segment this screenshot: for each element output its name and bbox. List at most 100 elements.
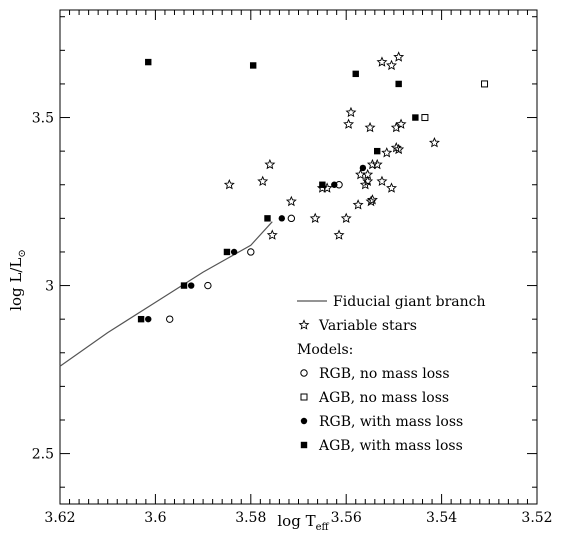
x-tick-label: 3.56 — [331, 510, 362, 526]
data-point-filled-circle — [331, 181, 338, 188]
data-point-star — [285, 195, 297, 207]
data-point-open-square — [421, 114, 429, 122]
data-point-filled-square — [145, 58, 152, 66]
legend-item: Models: — [297, 342, 353, 358]
data-point-star — [355, 168, 366, 180]
legend-label: Fiducial giant branch — [333, 294, 486, 310]
data-point-star — [309, 212, 321, 224]
legend-label: Models: — [297, 342, 353, 358]
series-filled-square — [137, 58, 419, 323]
data-point-filled-circle — [187, 282, 195, 289]
data-point-filled-square — [374, 147, 381, 155]
y-tick-label: 3.5 — [32, 111, 54, 127]
legend-item: AGB, no mass loss — [300, 390, 449, 406]
data-point-filled-square — [249, 62, 257, 69]
legend-item: RGB, no mass loss — [300, 366, 450, 382]
x-axis-title: log Teff — [277, 512, 329, 533]
data-point-star — [371, 158, 383, 170]
legend-label: RGB, no mass loss — [319, 366, 450, 382]
data-point-star — [390, 121, 402, 133]
legend-item: RGB, with mass loss — [300, 414, 463, 430]
data-point-star — [428, 136, 440, 148]
data-point-star — [386, 59, 397, 71]
data-point-filled-circle — [278, 215, 286, 222]
axis-tick-labels: 3.62 3.6 3.58 3.56 3.54 3.52 2.5 3 3.5 — [32, 111, 553, 526]
data-point-star — [266, 229, 278, 240]
data-point-open-circle — [287, 214, 296, 223]
data-point-open-square — [481, 80, 489, 88]
y-axis-title: log L/L⊙ — [7, 249, 28, 311]
data-point-star — [364, 121, 376, 133]
legend: Fiducial giant branch Variable stars Model… — [297, 294, 486, 454]
data-point-star — [376, 175, 388, 187]
data-point-star — [352, 199, 364, 210]
data-point-open-circle — [204, 281, 212, 290]
legend-item: Fiducial giant branch — [297, 294, 486, 310]
data-point-filled-square — [395, 80, 402, 88]
legend-item: AGB, with mass loss — [300, 438, 463, 454]
y-tick-label: 2.5 — [32, 447, 54, 463]
data-series — [59, 51, 489, 367]
data-point-filled-square — [352, 70, 359, 78]
data-point-filled-square — [137, 315, 145, 323]
legend-symbol-star — [298, 319, 310, 330]
data-point-star — [393, 143, 405, 155]
data-point-filled-circle — [359, 164, 367, 172]
x-tick-label: 3.62 — [44, 510, 75, 526]
data-point-star — [257, 175, 269, 187]
plot-frame — [59, 9, 538, 505]
series-filled-circle — [145, 164, 367, 323]
data-point-star — [386, 182, 397, 193]
y-axis-title-main: log L/L — [7, 258, 25, 311]
data-point-filled-circle — [230, 248, 238, 256]
data-point-star — [345, 106, 357, 118]
data-point-star — [366, 158, 378, 170]
data-point-star — [359, 178, 371, 190]
x-tick-label: 3.54 — [426, 510, 457, 526]
data-point-filled-square — [180, 282, 188, 289]
data-point-star — [395, 118, 407, 129]
x-axis-title-sub: eff — [316, 522, 330, 533]
data-point-star — [381, 147, 393, 158]
legend-label: Variable stars — [318, 318, 417, 334]
plot-border — [59, 9, 538, 505]
x-tick-label: 3.52 — [521, 510, 552, 526]
y-tick-label: 3 — [45, 279, 54, 295]
data-point-filled-circle — [145, 315, 152, 323]
data-point-star — [223, 179, 235, 190]
legend-symbol-open-square — [300, 393, 308, 401]
x-tick-label: 3.58 — [235, 510, 266, 526]
legend-label: RGB, with mass loss — [319, 414, 463, 430]
x-tick-label: 3.6 — [144, 510, 166, 526]
data-point-filled-square — [412, 114, 419, 121]
data-point-star — [376, 56, 388, 67]
data-point-star — [333, 229, 345, 240]
data-point-open-circle — [166, 315, 174, 323]
data-point-filled-square — [319, 181, 326, 188]
data-point-star — [362, 168, 374, 180]
data-point-star — [366, 194, 378, 205]
data-point-filled-square — [223, 248, 231, 256]
legend-symbol-filled-circle — [300, 417, 308, 425]
legend-item: Variable stars — [298, 318, 417, 334]
data-point-star — [340, 212, 352, 224]
data-point-star — [362, 175, 374, 187]
legend-symbol-filled-square — [300, 441, 308, 449]
data-point-filled-square — [264, 215, 271, 222]
data-point-star — [393, 51, 405, 62]
data-point-star — [343, 118, 355, 129]
series-line — [59, 221, 273, 367]
axis-ticks — [59, 10, 538, 504]
legend-label: AGB, with mass loss — [318, 438, 463, 454]
fiducial-branch-line — [59, 221, 273, 367]
y-axis-title-sub: ⊙ — [17, 249, 28, 257]
x-axis-title-main: log T — [277, 512, 315, 530]
legend-label: AGB, no mass loss — [318, 390, 449, 406]
legend-symbol-open-circle — [300, 369, 308, 377]
series-star — [223, 51, 440, 240]
series-open-square — [421, 80, 489, 122]
series-open-circle — [166, 181, 343, 323]
data-point-open-circle — [247, 248, 255, 256]
data-point-star — [264, 158, 276, 170]
